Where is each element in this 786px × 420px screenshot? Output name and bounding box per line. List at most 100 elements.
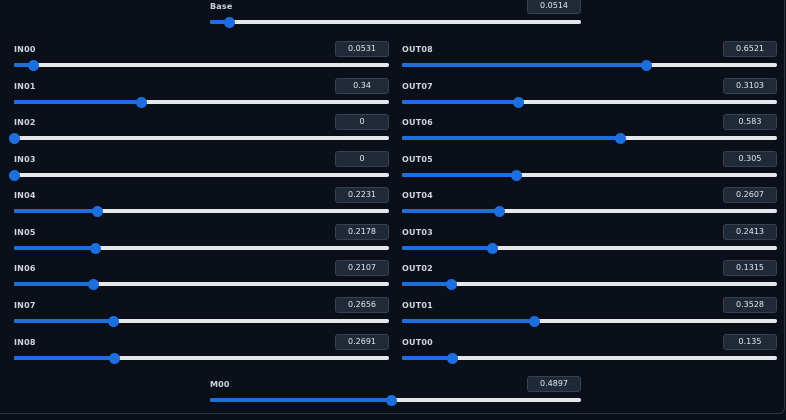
slider-track[interactable] — [210, 394, 581, 406]
slider-thumb[interactable] — [28, 59, 40, 71]
slider-thumb[interactable] — [641, 59, 653, 71]
value-input[interactable]: 0.6521 — [723, 41, 777, 57]
slider-thumb[interactable] — [445, 278, 457, 290]
slider-in08[interactable]: IN08 0.2691 — [14, 334, 389, 370]
slider-thumb[interactable] — [92, 205, 104, 217]
slider-label: IN07 — [14, 301, 36, 310]
slider-thumb[interactable] — [615, 132, 627, 144]
value-input[interactable]: 0.2656 — [335, 297, 389, 313]
slider-thumb[interactable] — [486, 242, 498, 254]
slider-track[interactable] — [8, 132, 389, 144]
slider-track[interactable] — [402, 169, 777, 181]
value-input[interactable]: 0.583 — [723, 114, 777, 130]
slider-out04[interactable]: OUT04 0.2607 — [402, 187, 777, 223]
value-input[interactable]: 0.2607 — [723, 187, 777, 203]
value-input[interactable]: 0.2691 — [335, 334, 389, 350]
slider-out06[interactable]: OUT06 0.583 — [402, 114, 777, 150]
slider-label: M00 — [210, 380, 230, 389]
slider-track[interactable] — [14, 205, 389, 217]
slider-thumb[interactable] — [8, 169, 20, 181]
slider-track[interactable] — [402, 242, 777, 254]
value-input[interactable]: 0.4897 — [527, 376, 581, 392]
slider-fill — [14, 100, 142, 104]
slider-label: IN03 — [14, 155, 36, 164]
value-input[interactable]: 0.2107 — [335, 260, 389, 276]
value-input[interactable]: 0.1315 — [723, 260, 777, 276]
slider-track[interactable] — [14, 278, 389, 290]
slider-label: IN02 — [14, 118, 36, 127]
value-input[interactable]: 0.2231 — [335, 187, 389, 203]
value-input[interactable]: 0.3528 — [723, 297, 777, 313]
slider-in03[interactable]: IN03 0 — [8, 151, 389, 187]
slider-thumb[interactable] — [494, 205, 506, 217]
slider-track[interactable] — [210, 16, 581, 28]
slider-thumb[interactable] — [447, 352, 459, 364]
slider-thumb[interactable] — [512, 96, 524, 108]
slider-in02[interactable]: IN02 0 — [8, 114, 389, 150]
slider-thumb[interactable] — [8, 132, 20, 144]
slider-thumb[interactable] — [87, 278, 99, 290]
slider-in04[interactable]: IN04 0.2231 — [14, 187, 389, 223]
slider-fill — [402, 319, 535, 323]
slider-track[interactable] — [402, 132, 777, 144]
slider-thumb[interactable] — [108, 315, 120, 327]
value-input[interactable]: 0.2413 — [723, 224, 777, 240]
slider-label: OUT01 — [402, 301, 433, 310]
slider-out01[interactable]: OUT01 0.3528 — [402, 297, 777, 333]
slider-fill — [402, 282, 452, 286]
value-input[interactable]: 0 — [335, 114, 389, 130]
slider-track[interactable] — [14, 352, 389, 364]
slider-fill — [14, 319, 114, 323]
slider-in05[interactable]: IN05 0.2178 — [14, 224, 389, 260]
value-input[interactable]: 0.305 — [723, 151, 777, 167]
slider-out00[interactable]: OUT00 0.135 — [402, 334, 777, 370]
slider-label: OUT00 — [402, 338, 433, 347]
slider-track[interactable] — [402, 59, 777, 71]
slider-thumb[interactable] — [510, 169, 522, 181]
slider-label: OUT03 — [402, 228, 433, 237]
slider-in00[interactable]: IN00 0.0531 — [14, 41, 389, 77]
slider-thumb[interactable] — [90, 242, 102, 254]
value-input[interactable]: 0.34 — [335, 78, 389, 94]
slider-track[interactable] — [402, 315, 777, 327]
slider-track[interactable] — [14, 59, 389, 71]
slider-track[interactable] — [14, 96, 389, 108]
slider-label: OUT04 — [402, 191, 433, 200]
value-input[interactable]: 0.0531 — [335, 41, 389, 57]
slider-thumb[interactable] — [136, 96, 147, 108]
slider-out02[interactable]: OUT02 0.1315 — [402, 260, 777, 296]
slider-fill — [402, 246, 493, 250]
slider-track[interactable] — [14, 315, 389, 327]
slider-track[interactable] — [8, 169, 389, 181]
value-input[interactable]: 0.2178 — [335, 224, 389, 240]
slider-label: OUT07 — [402, 82, 433, 91]
slider-thumb[interactable] — [109, 352, 121, 364]
slider-track[interactable] — [402, 278, 777, 290]
value-input[interactable]: 0.3103 — [723, 78, 777, 94]
slider-out05[interactable]: OUT05 0.305 — [402, 151, 777, 187]
slider-in01[interactable]: IN01 0.34 — [14, 78, 389, 114]
value-input[interactable]: 0 — [335, 151, 389, 167]
slider-fill — [210, 20, 230, 24]
slider-fill — [402, 63, 647, 67]
slider-track[interactable] — [402, 352, 777, 364]
slider-track[interactable] — [14, 242, 389, 254]
value-input[interactable]: 0.0514 — [527, 0, 581, 14]
slider-m00[interactable]: M00 0.4897 — [210, 376, 581, 412]
slider-thumb[interactable] — [223, 16, 235, 28]
slider-label: IN04 — [14, 191, 36, 200]
slider-fill — [14, 246, 96, 250]
slider-out08[interactable]: OUT08 0.6521 — [402, 41, 777, 77]
slider-in06[interactable]: IN06 0.2107 — [14, 260, 389, 296]
slider-track[interactable] — [402, 96, 777, 108]
value-input[interactable]: 0.135 — [723, 334, 777, 350]
slider-fill — [14, 356, 115, 360]
slider-base[interactable]: Base 0.0514 — [210, 0, 581, 34]
slider-track[interactable] — [402, 205, 777, 217]
slider-thumb[interactable] — [528, 315, 540, 327]
slider-out07[interactable]: OUT07 0.3103 — [402, 78, 777, 114]
slider-in07[interactable]: IN07 0.2656 — [14, 297, 389, 333]
slider-fill — [402, 136, 621, 140]
slider-out03[interactable]: OUT03 0.2413 — [402, 224, 777, 260]
slider-thumb[interactable] — [386, 394, 398, 406]
